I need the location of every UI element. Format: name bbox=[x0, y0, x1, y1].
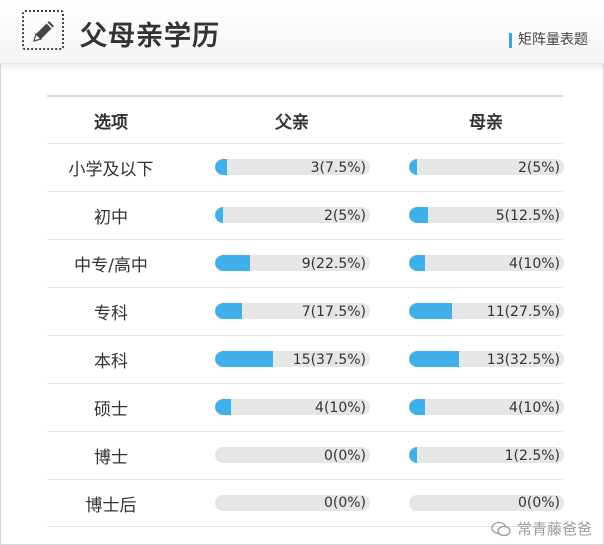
wechat-icon bbox=[491, 521, 511, 536]
mother-value-label: 13(32.5%) bbox=[486, 351, 560, 368]
mother-bar-track bbox=[409, 255, 564, 271]
mother-bar-track bbox=[409, 207, 564, 223]
father-value-label: 0(0%) bbox=[323, 495, 366, 511]
table-row: 初中 2(5%) 5(12.5%) bbox=[47, 191, 564, 239]
table-row: 小学及以下 3(7.5%) 2(5%) bbox=[47, 143, 564, 191]
column-header-option: 选项 bbox=[94, 112, 128, 133]
father-bar bbox=[215, 303, 243, 319]
father-bar-track bbox=[215, 399, 370, 415]
column-header-father: 父亲 bbox=[275, 112, 309, 133]
mother-bar-track bbox=[409, 159, 564, 175]
father-bar-track bbox=[215, 255, 370, 271]
father-value-label: 15(37.5%) bbox=[292, 351, 366, 368]
table-row: 硕士 4(10%) 4(10%) bbox=[47, 383, 564, 431]
father-bar bbox=[215, 159, 227, 175]
mother-bar bbox=[409, 207, 429, 223]
watermark-text: 常青藤爸爸 bbox=[516, 520, 592, 538]
row-label: 博士 bbox=[94, 448, 128, 468]
father-value-label: 7(17.5%) bbox=[301, 303, 366, 320]
father-bar bbox=[215, 255, 250, 271]
mother-bar bbox=[409, 159, 417, 175]
mother-bar bbox=[409, 399, 425, 415]
mother-bar bbox=[409, 255, 425, 271]
page-title: 父母亲学历 bbox=[80, 21, 220, 52]
father-bar-track bbox=[215, 495, 370, 511]
matrix-table: 选项 父亲 母亲 小学及以下 3(7.5%) 2(5%) 初中 2(5%) 5(12.5%… bbox=[47, 95, 564, 527]
father-bar-track bbox=[215, 303, 370, 319]
row-label: 中专/高中 bbox=[74, 256, 148, 276]
row-label: 小学及以下 bbox=[68, 160, 154, 180]
row-label: 硕士 bbox=[94, 400, 128, 420]
row-label: 博士后 bbox=[85, 495, 137, 516]
mother-bar-track bbox=[409, 399, 564, 415]
table-row: 本科 15(37.5%) 13(32.5%) bbox=[47, 335, 564, 383]
mother-value-label: 2(5%) bbox=[517, 159, 560, 176]
father-bar-track bbox=[215, 351, 370, 367]
mother-value-label: 11(27.5%) bbox=[486, 303, 560, 320]
row-label: 本科 bbox=[94, 352, 128, 372]
mother-bar-track bbox=[409, 495, 564, 511]
table-row: 中专/高中 9(22.5%) 4(10%) bbox=[47, 239, 564, 287]
father-bar-track bbox=[215, 159, 370, 175]
mother-bar bbox=[409, 447, 417, 463]
father-bar-track bbox=[215, 447, 370, 463]
table-header-row: 选项 父亲 母亲 bbox=[47, 95, 563, 143]
father-value-label: 3(7.5%) bbox=[310, 159, 366, 176]
watermark: 常青藤爸爸 bbox=[491, 518, 592, 539]
father-value-label: 0(0%) bbox=[323, 447, 366, 464]
father-bar bbox=[215, 207, 223, 223]
mother-value-label: 4(10%) bbox=[509, 399, 560, 416]
father-bar bbox=[215, 399, 231, 415]
father-value-label: 4(10%) bbox=[315, 399, 366, 416]
father-value-label: 9(22.5%) bbox=[301, 255, 366, 272]
header: 父母亲学历 矩阵量表题 bbox=[0, 0, 604, 64]
mother-bar-track bbox=[409, 303, 564, 319]
mother-bar-track bbox=[409, 447, 564, 463]
father-bar-track bbox=[215, 207, 370, 223]
mother-value-label: 5(12.5%) bbox=[495, 207, 560, 224]
mother-value-label: 4(10%) bbox=[509, 255, 560, 272]
table-row: 博士 0(0%) 1(2.5%) bbox=[47, 431, 564, 479]
table-row: 博士后 0(0%) 0(0%) bbox=[47, 479, 564, 527]
edit-icon bbox=[22, 10, 64, 50]
table-row: 专科 7(17.5%) 11(27.5%) bbox=[47, 287, 564, 335]
mother-bar-track bbox=[409, 351, 564, 367]
row-label: 专科 bbox=[94, 304, 128, 324]
mother-value-label: 0(0%) bbox=[517, 495, 560, 511]
mother-bar bbox=[409, 351, 460, 367]
mother-bar bbox=[409, 303, 452, 319]
father-bar bbox=[215, 351, 274, 367]
column-header-mother: 母亲 bbox=[469, 112, 503, 133]
row-label: 初中 bbox=[94, 208, 128, 228]
mother-value-label: 1(2.5%) bbox=[504, 447, 560, 464]
father-value-label: 2(5%) bbox=[323, 207, 366, 224]
header-shadow bbox=[0, 64, 604, 72]
question-type-label: 矩阵量表题 bbox=[509, 33, 588, 48]
